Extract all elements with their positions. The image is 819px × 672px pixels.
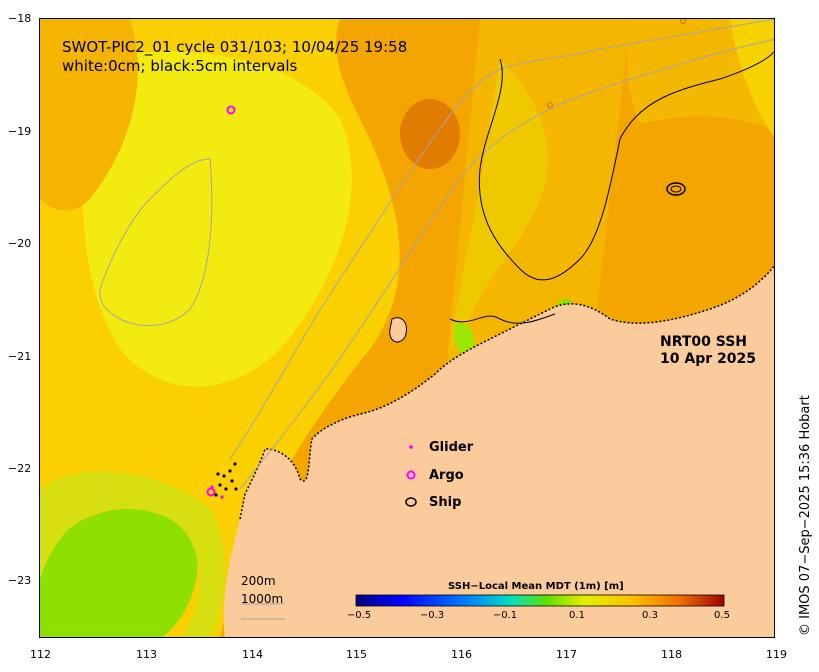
- coastline: [239, 265, 774, 520]
- ssh-low-green: [40, 508, 198, 637]
- title-line-2: white:0cm; black:5cm intervals: [62, 57, 298, 75]
- land-mainland: [223, 266, 774, 637]
- y-tick-label: −19: [8, 125, 32, 138]
- scale-1000m-label: 1000m: [241, 592, 284, 606]
- colorbar-tick: −0.3: [419, 610, 445, 621]
- credit-text: © IMOS 07−Sep−2025 15:36 Hobart: [798, 395, 813, 636]
- colorbar-tick: −0.5: [346, 610, 372, 621]
- ssh-low-yellowgreen: [40, 471, 225, 637]
- legend-glider-label: Glider: [429, 440, 474, 455]
- x-tick-label: 116: [451, 648, 472, 661]
- legend-argo-label: Argo: [429, 468, 464, 483]
- y-tick-label: −21: [8, 350, 32, 363]
- legend-ship-symbol: [405, 497, 417, 507]
- y-tick-label: −18: [8, 12, 32, 25]
- y-tick-label: −20: [8, 237, 32, 250]
- ssh-contour-1: [478, 50, 774, 281]
- y-tick-label: −23: [8, 574, 32, 587]
- x-tick-label: 119: [766, 648, 787, 661]
- ssh-orange-west: [40, 19, 138, 211]
- product-date: 10 Apr 2025: [660, 351, 756, 367]
- bathy-1000m: [229, 19, 774, 460]
- bathy-deep: [239, 38, 774, 490]
- x-tick-label: 113: [136, 648, 157, 661]
- ssh-yellow-northeast: [730, 19, 774, 137]
- argo-float[interactable]: [546, 101, 554, 109]
- land-island: [389, 317, 407, 343]
- map-panel[interactable]: SWOT-PIC2_01 cycle 031/103; 10/04/25 19:…: [39, 18, 775, 638]
- colorbar-tick: 0.1: [569, 610, 585, 621]
- x-tick-label: 114: [242, 648, 263, 661]
- colorbar-tick: 0.3: [642, 610, 658, 621]
- title-line-1: SWOT-PIC2_01 cycle 031/103; 10/04/25 19:…: [62, 38, 408, 56]
- ship-track-inner[interactable]: [670, 185, 682, 193]
- legend-ship-label: Ship: [429, 495, 462, 510]
- ssh-map: [40, 19, 774, 637]
- ssh-green-patch-1: [454, 323, 475, 355]
- product-name: NRT00 SSH: [660, 334, 748, 350]
- colorbar-tick: −0.1: [492, 610, 518, 621]
- ssh-high-yellow: [82, 51, 352, 387]
- colorbar: [355, 594, 725, 607]
- argo-float[interactable]: [679, 19, 687, 25]
- x-tick-label: 112: [30, 648, 51, 661]
- colorbar-title: SSH−Local Mean MDT (1m) [m]: [448, 581, 624, 592]
- scale-200m-label: 200m: [241, 574, 276, 588]
- argo-float[interactable]: [206, 487, 216, 497]
- legend-glider-symbol: [409, 445, 413, 449]
- glider-cluster[interactable]: [210, 462, 238, 499]
- x-tick-label: 118: [661, 648, 682, 661]
- ssh-eddy-dark: [400, 99, 460, 169]
- swot-swath-yellow: [450, 59, 548, 349]
- ssh-contour-2: [449, 313, 556, 324]
- colorbar-tick: 0.5: [714, 610, 730, 621]
- argo-float[interactable]: [226, 105, 236, 115]
- x-tick-label: 115: [346, 648, 367, 661]
- legend-argo-symbol: [406, 470, 416, 480]
- x-tick-label: 117: [556, 648, 577, 661]
- ship-track[interactable]: [666, 182, 686, 196]
- bathy-200m: [99, 158, 213, 327]
- y-tick-label: −22: [8, 462, 32, 475]
